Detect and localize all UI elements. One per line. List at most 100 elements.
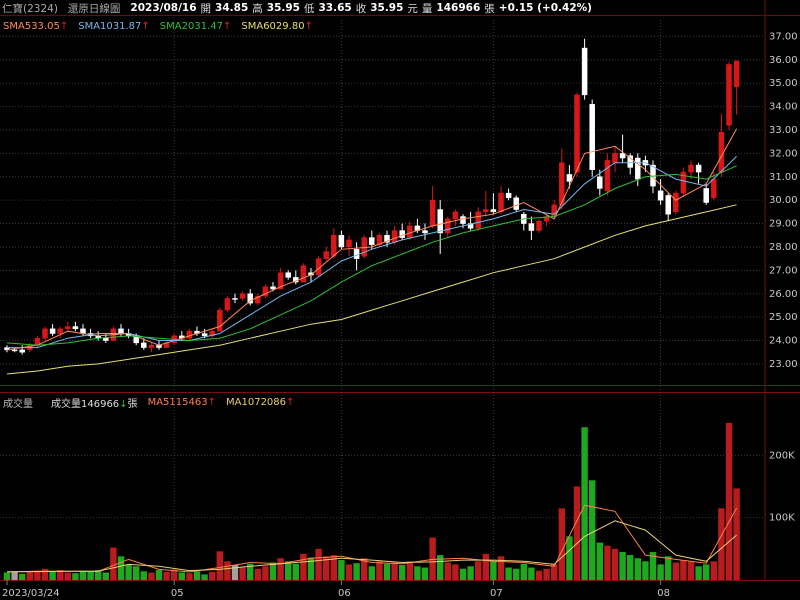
candle-body	[285, 272, 291, 278]
ma-line	[7, 156, 737, 349]
volume-bar	[300, 553, 307, 580]
candle-body	[688, 164, 694, 173]
volume-bar	[3, 572, 11, 580]
volume-bar	[649, 551, 657, 580]
legend-name: SMA60	[241, 21, 276, 32]
legend-arrow: ↑	[304, 21, 313, 32]
volume-bar	[383, 563, 391, 580]
date: 2023/08/16	[130, 2, 197, 14]
volume-bar	[566, 536, 573, 580]
legend-arrow: ↑	[222, 21, 232, 32]
volume-bar	[710, 561, 717, 580]
legend-item: SMA2031.47↑	[160, 21, 232, 32]
legend-item: SMA533.05↑	[3, 21, 68, 32]
open-value: 34.85	[215, 2, 249, 14]
ma-line	[6, 204, 737, 375]
volume-bar	[520, 563, 527, 580]
volume-bar	[307, 557, 315, 580]
y-tick-label: 100K	[769, 513, 795, 524]
volume-bar	[269, 562, 277, 580]
legend-arrow: ↓	[119, 399, 128, 410]
volume-bar	[703, 564, 710, 580]
volume-bar	[543, 568, 550, 580]
candle-body	[445, 218, 451, 234]
volume-bar	[19, 573, 26, 580]
volume-bar	[72, 573, 79, 580]
candle-body	[597, 176, 603, 189]
y-tick-label: 23.00	[769, 359, 798, 370]
candle-body	[201, 333, 208, 337]
volume-bar	[231, 565, 239, 580]
volume-bar	[376, 561, 383, 580]
legend-arrow: ↑	[141, 21, 150, 32]
volume-bar	[209, 571, 216, 580]
volume-bar	[399, 565, 406, 580]
volume-bar	[285, 561, 292, 580]
candle-body	[118, 328, 124, 334]
volume-bar	[87, 571, 94, 580]
y-tick-label: 36.00	[769, 55, 798, 66]
candle-body	[452, 211, 459, 220]
volume-bar	[133, 566, 140, 580]
candle-body	[695, 164, 702, 173]
volume-bar	[611, 548, 619, 580]
header: 仁寶(2324) 還原日線圖 2023/08/16 開 34.85 高 35.9…	[2, 1, 592, 15]
volume-bar	[254, 568, 261, 580]
candle-body	[589, 103, 595, 170]
volume-bar	[148, 572, 155, 580]
candle-body	[133, 335, 139, 344]
close-label: 收	[355, 2, 367, 15]
volume-bar	[110, 547, 117, 580]
candle-body	[346, 239, 352, 248]
candle-body	[559, 162, 565, 206]
candle-body	[490, 209, 497, 213]
candle-body	[270, 286, 276, 290]
candle-body	[437, 209, 443, 234]
legend-item: MA5115463↑	[148, 397, 216, 408]
volume-bar	[79, 570, 87, 580]
volume-bar	[140, 571, 147, 580]
volume-bar	[733, 488, 740, 580]
candle-body	[19, 349, 25, 353]
candle-body	[483, 209, 489, 213]
volume-bar	[64, 572, 71, 580]
candle-body	[323, 251, 329, 259]
candle-body	[513, 197, 519, 210]
close-value: 35.95	[370, 2, 404, 14]
candle-body	[460, 216, 466, 224]
volume-label: 量	[421, 2, 433, 15]
candle-body	[612, 153, 618, 163]
volume-bar	[634, 558, 641, 580]
currency: 元	[407, 2, 418, 15]
volume-bar	[163, 571, 170, 580]
candle-body	[262, 286, 269, 297]
volume-bar	[155, 570, 163, 580]
volume-bar	[680, 560, 687, 580]
legend-value: 31.87	[112, 21, 142, 32]
candle-body	[657, 190, 664, 201]
volume-bar	[353, 563, 360, 580]
volume-bar	[490, 561, 497, 580]
volume-bar	[117, 556, 125, 580]
volume-bar	[505, 567, 512, 580]
volume-ma-line	[6, 504, 738, 573]
y-tick-label: 34.00	[769, 102, 798, 113]
low-label: 低	[303, 2, 315, 15]
volume-bar	[459, 568, 467, 580]
volume-bar	[467, 566, 474, 580]
volume-bar	[95, 570, 102, 580]
volume-bar	[49, 571, 56, 580]
candle-body	[543, 216, 550, 222]
high-value: 35.95	[266, 2, 300, 14]
volume-bar	[26, 571, 33, 580]
candle-body	[277, 272, 284, 290]
x-tick-label: 07	[490, 588, 503, 599]
candle-body	[11, 349, 18, 352]
candle-body	[566, 174, 573, 182]
candle-body	[209, 330, 215, 337]
volume-bar	[414, 566, 421, 580]
volume-bar	[323, 556, 330, 580]
candle-body	[186, 330, 193, 339]
legend-item: SMA6029.80↑	[241, 21, 313, 32]
candle-body	[467, 223, 474, 229]
